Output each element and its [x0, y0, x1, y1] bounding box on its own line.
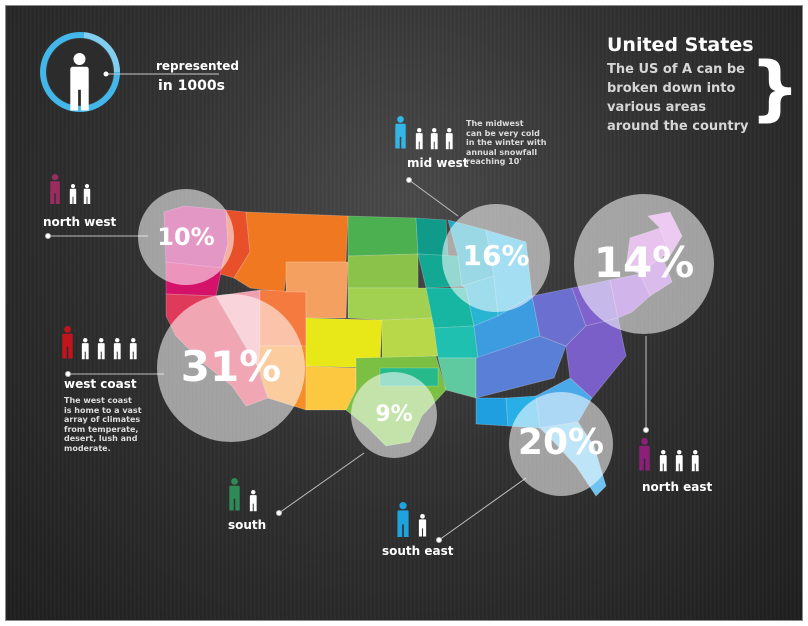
description-line: in the winter with	[466, 138, 547, 147]
person-icon	[113, 338, 121, 360]
description-line: The west coast	[64, 396, 132, 405]
mid-west-connector	[408, 179, 459, 217]
person-icon	[83, 184, 91, 204]
north-west-bubble	[138, 189, 234, 285]
person-icon	[50, 174, 60, 204]
legend-icon	[40, 32, 219, 112]
person-icon	[415, 128, 423, 150]
south-percent: 9%	[375, 402, 413, 427]
person-icon	[129, 338, 137, 360]
north-west-label: north west	[43, 215, 117, 229]
person-icon	[675, 450, 683, 472]
page-title: United States	[607, 34, 754, 56]
mid-west-percent: 16%	[462, 239, 530, 272]
subtitle-line: various areas	[607, 100, 707, 115]
north-west-percent: 10%	[157, 223, 215, 251]
south-east-bubble	[509, 392, 613, 496]
person-icon	[445, 128, 453, 150]
subtitle-line: broken down into	[607, 81, 736, 96]
person-icon	[659, 450, 667, 472]
west-coast-connector-dot	[65, 371, 71, 377]
south-connector-dot	[276, 510, 282, 516]
description-line: annual snowfall	[466, 147, 538, 157]
south-east-connector-dot	[436, 537, 442, 543]
description-line: is home to a vast	[64, 405, 142, 415]
description-line: from temperate,	[64, 424, 139, 434]
person-icon	[97, 338, 105, 360]
person-icon	[395, 116, 406, 149]
person-icon	[229, 478, 240, 511]
description-line: desert, lush and	[64, 434, 138, 443]
mid-west-connector-dot	[406, 177, 412, 183]
north-east-percent: 14%	[593, 238, 695, 287]
south-label: south	[228, 518, 267, 532]
north-east-label: north east	[642, 480, 713, 494]
legend-label-bottom: in 1000s	[158, 78, 225, 94]
mid-west-label: mid west	[407, 156, 469, 170]
west-coast-description: The west coast is home to a vast array o…	[64, 396, 142, 453]
west-coast-percent: 31%	[180, 342, 282, 391]
person-icon	[397, 502, 409, 537]
person-icon	[639, 438, 650, 471]
west-coast-bubble	[157, 294, 305, 442]
description-line: reaching 10'	[466, 157, 522, 166]
person-icon	[249, 490, 257, 512]
south-east-connector	[438, 477, 527, 541]
person-icon	[430, 128, 438, 150]
subtitle-line: around the country	[607, 119, 749, 134]
north-west-connector-dot	[45, 233, 51, 239]
description-line: The midwest	[466, 119, 524, 128]
infographic-graphics: }	[40, 32, 800, 543]
infographic-frame: }	[5, 5, 803, 621]
description-line: array of climates	[64, 415, 141, 424]
mid-west-bubble	[442, 204, 550, 312]
description-line: moderate.	[64, 443, 111, 453]
south-east-percent: 20%	[517, 422, 605, 463]
south-east-label: south east	[382, 544, 454, 558]
description-line: can be very cold	[466, 128, 540, 138]
subtitle-line: The US of A can be	[607, 62, 745, 77]
mid-west-description: The midwest can be very cold in the wint…	[466, 119, 546, 167]
header-subtitle: The US of A can be broken down into vari…	[607, 60, 749, 136]
person-icon	[69, 184, 77, 204]
south-bubble	[351, 372, 437, 458]
north-east-connector-dot	[643, 427, 649, 433]
north-east-bubble	[574, 194, 714, 334]
west-coast-label: west coast	[64, 377, 137, 391]
brace-icon: }	[750, 47, 800, 129]
person-icon	[418, 514, 427, 537]
person-icon	[62, 326, 73, 359]
person-icon	[81, 338, 89, 360]
south-connector	[278, 452, 365, 514]
person-icon	[691, 450, 699, 472]
legend-label-top: represented	[156, 59, 239, 73]
